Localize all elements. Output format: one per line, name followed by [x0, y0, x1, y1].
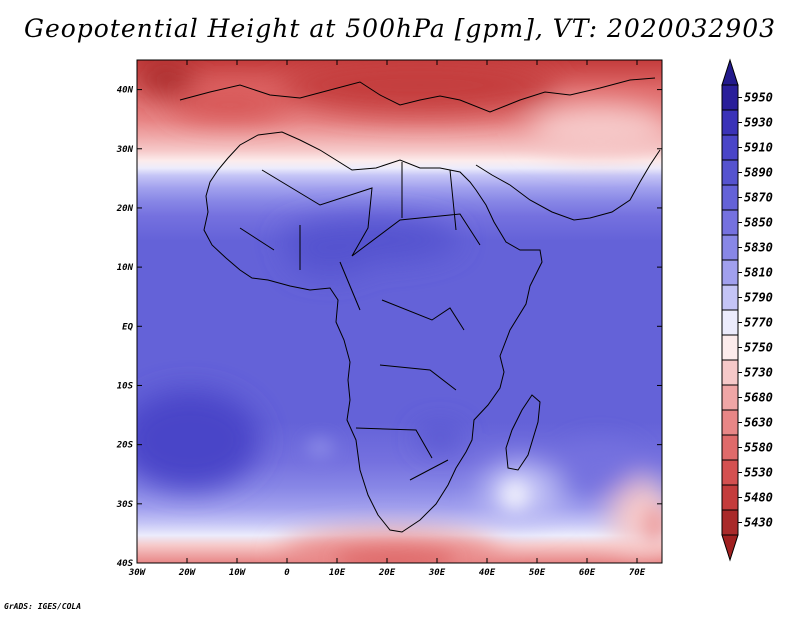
- colorbar-label: 5630: [744, 416, 773, 430]
- arabia-coastline: [475, 149, 661, 221]
- lat-label: 40S: [117, 559, 134, 569]
- colorbar-label: 5530: [744, 466, 773, 480]
- colorbar-bottom-arrow: [721, 534, 739, 562]
- colorbar-swatch: [721, 259, 739, 286]
- colorbar-label: 5790: [744, 291, 773, 305]
- colorbar-swatch: [721, 109, 739, 136]
- madagascar-coastline: [505, 394, 541, 471]
- colorbar-swatch: [721, 234, 739, 261]
- europe-coastline: [179, 77, 656, 113]
- colorbar-label: 5750: [744, 341, 773, 355]
- colorbar-label: 5910: [744, 141, 773, 155]
- colorbar-label: 5870: [744, 191, 773, 205]
- africa-coastline: [203, 131, 543, 533]
- coastline-outlines: [179, 77, 661, 533]
- lon-label: 50E: [529, 568, 546, 578]
- colorbar-swatch: [721, 309, 739, 336]
- plot-frame: [136, 59, 663, 564]
- lon-label: 10W: [229, 568, 247, 578]
- height-field: [137, 60, 662, 563]
- colorbar-swatch: [721, 359, 739, 386]
- colorbar-swatch: [721, 209, 739, 236]
- colorbar-swatch: [721, 409, 739, 436]
- colorbar-swatch: [721, 159, 739, 186]
- colorbar-top-arrow: [721, 58, 739, 86]
- lat-label: 40N: [117, 86, 134, 96]
- colorbar-label: 5770: [744, 316, 773, 330]
- colorbar-label: 5810: [744, 266, 773, 280]
- colorbar-swatch: [721, 284, 739, 311]
- colorbar-swatch: [721, 134, 739, 161]
- border-lines: [239, 162, 481, 481]
- colorbar-swatch: [721, 84, 739, 111]
- lon-label: 40E: [479, 568, 496, 578]
- lat-label: 10N: [117, 263, 134, 273]
- lon-label: 60E: [579, 568, 596, 578]
- colorbar-swatch: [721, 509, 739, 536]
- colorbar-label: 5680: [744, 391, 773, 405]
- lon-label: 30E: [428, 568, 446, 578]
- colorbar-label: 5430: [744, 516, 773, 530]
- colorbar: 5950 5930 5910 5890 5870 5850 5830 5810 5790 5770…: [721, 58, 773, 562]
- lat-label: 20S: [116, 441, 134, 451]
- lon-label: 20W: [178, 568, 197, 578]
- colorbar-label: 5830: [744, 241, 773, 255]
- colorbar-label: 5580: [744, 441, 773, 455]
- lon-label: 10E: [329, 568, 346, 578]
- lat-label: EQ: [122, 322, 133, 332]
- lat-label: 30N: [116, 145, 134, 155]
- lat-label: 20N: [116, 204, 134, 214]
- map-title: Geopotential Height at 500hPa [gpm], VT:…: [23, 14, 777, 43]
- lon-label: 0: [284, 568, 290, 578]
- colorbar-label: 5930: [744, 116, 773, 130]
- footer-credit: GrADS: IGES/COLA: [4, 602, 82, 611]
- colorbar-label: 5850: [744, 216, 773, 230]
- lon-label: 30W: [128, 568, 147, 578]
- colorbar-swatch: [721, 334, 739, 361]
- colorbar-label: 5950: [744, 91, 773, 105]
- colorbar-swatch: [721, 484, 739, 511]
- colorbar-swatch: [721, 184, 739, 211]
- lat-label: 30S: [116, 500, 134, 510]
- colorbar-label: 5890: [744, 166, 773, 180]
- lon-label: 20E: [378, 568, 396, 578]
- colorbar-label: 5730: [744, 366, 773, 380]
- colorbar-swatch: [721, 384, 739, 411]
- colorbar-label: 5480: [744, 491, 773, 505]
- lat-label: 10S: [117, 381, 134, 391]
- colorbar-swatch: [721, 459, 739, 486]
- colorbar-swatch: [721, 434, 739, 461]
- lon-label: 70E: [629, 568, 646, 578]
